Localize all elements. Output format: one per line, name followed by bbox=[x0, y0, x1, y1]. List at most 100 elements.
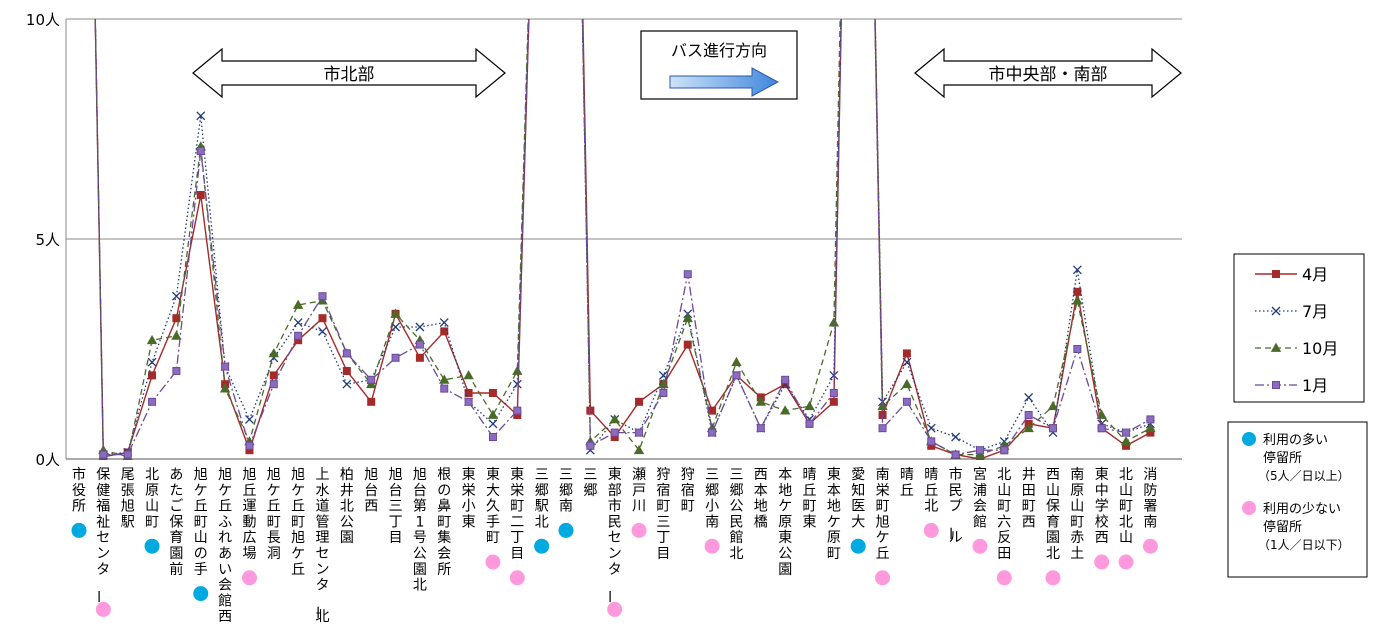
series-4-point bbox=[951, 450, 960, 459]
series-3-point bbox=[1145, 422, 1156, 433]
series-4-point bbox=[196, 147, 205, 155]
north-region-label: 市北部 bbox=[324, 65, 375, 85]
series-4-point bbox=[318, 292, 327, 301]
series-2-point bbox=[512, 379, 522, 389]
series-4-point bbox=[269, 380, 278, 389]
category-label: 愛知医大 bbox=[851, 467, 865, 530]
series-2-point bbox=[415, 322, 425, 332]
series-4-point bbox=[245, 441, 254, 450]
stop-usage-markers bbox=[71, 522, 1158, 617]
marker-legend-box bbox=[1227, 421, 1368, 578]
low-usage-stop-marker bbox=[1142, 538, 1158, 554]
category-label: 東大久手町 bbox=[486, 467, 500, 546]
marker-legend: 利用の多い 停留所 （5人／日以上） 利用の少ない 停留所 （1人／日以下） bbox=[1227, 421, 1368, 578]
series-4-point bbox=[148, 397, 157, 406]
series-4-point bbox=[391, 353, 400, 362]
category-label: 旭台第 1 号公園北 bbox=[413, 467, 427, 594]
series-3-point bbox=[755, 396, 766, 406]
series-3-point bbox=[1047, 400, 1059, 411]
series-2-point bbox=[293, 318, 303, 328]
series-3-point bbox=[390, 308, 401, 318]
series-4-point bbox=[513, 406, 522, 415]
series-1-point bbox=[902, 349, 911, 358]
series-legend-box bbox=[1233, 253, 1365, 403]
series-2-point bbox=[926, 423, 936, 433]
series-3-point bbox=[463, 370, 474, 380]
series-3-point bbox=[487, 409, 499, 419]
series-4-point bbox=[1146, 415, 1155, 424]
marker-legend-pink-line2: 停留所 bbox=[1263, 519, 1302, 535]
category-label: 旭ケ丘ふれあい会館西 bbox=[218, 467, 232, 625]
series-2-point bbox=[1072, 265, 1082, 275]
category-label: 東栄小東 bbox=[462, 467, 476, 530]
category-label: 旭丘運動広場 bbox=[243, 467, 257, 562]
south-region-double-arrow bbox=[914, 47, 1182, 99]
series-4-point bbox=[927, 437, 936, 446]
marker-legend-blue-line3: （5人／日以上） bbox=[1258, 469, 1350, 483]
high-usage-stop-marker bbox=[534, 538, 550, 554]
series-3-point bbox=[804, 400, 815, 411]
y-tick-label: 0人 bbox=[35, 451, 60, 469]
marker-legend-pink-icon bbox=[1242, 501, 1256, 515]
marker-legend-pink-line3: （1人／日以下） bbox=[1258, 538, 1350, 552]
category-label: 三郷 bbox=[583, 467, 597, 499]
series-2-point bbox=[342, 379, 352, 389]
legend-marker-3 bbox=[1270, 342, 1282, 352]
y-axis-tick-labels: 0人 5人 10人 bbox=[26, 11, 60, 469]
low-usage-stop-marker bbox=[631, 522, 647, 538]
series-4-point bbox=[367, 375, 376, 384]
series-3-point bbox=[171, 330, 182, 340]
series-3-point bbox=[682, 312, 693, 323]
category-label: 晴丘 bbox=[900, 467, 914, 499]
series-4-point bbox=[294, 331, 303, 340]
series-1-point bbox=[1073, 287, 1082, 296]
low-usage-stop-marker bbox=[1094, 554, 1110, 570]
low-usage-stop-marker bbox=[95, 601, 111, 617]
series-1-point bbox=[269, 371, 278, 380]
series-4-point bbox=[975, 446, 984, 455]
low-usage-stop-marker bbox=[875, 570, 891, 586]
series-line-3 bbox=[94, 19, 1151, 458]
high-usage-stop-marker bbox=[193, 586, 209, 602]
category-label: 旭台三丁目 bbox=[389, 467, 403, 546]
series-4-point bbox=[123, 450, 132, 459]
series-3-point bbox=[779, 405, 791, 415]
category-label: 市民プール bbox=[942, 466, 963, 546]
series-4-point bbox=[99, 450, 108, 459]
series-2-point bbox=[439, 318, 449, 328]
series-3-point bbox=[219, 383, 231, 393]
series-3-point bbox=[609, 414, 620, 424]
series-1-point bbox=[635, 397, 644, 406]
category-label: 南栄町旭ケ丘 bbox=[876, 467, 890, 562]
category-label: 三郷南 bbox=[559, 467, 573, 515]
category-label: 瀬戸川 bbox=[632, 467, 646, 515]
category-label: 消防署南 bbox=[1143, 467, 1157, 530]
north-region-annotation: 市北部 bbox=[192, 47, 506, 99]
series-3-point bbox=[512, 365, 523, 375]
series-1-point bbox=[148, 371, 157, 380]
series-4-point bbox=[756, 424, 765, 433]
series-4-point bbox=[732, 371, 741, 380]
legend-marker-2 bbox=[1271, 306, 1281, 316]
series-2-point bbox=[951, 432, 961, 442]
series-1-point bbox=[367, 397, 376, 406]
category-label: 東中学校西 bbox=[1095, 467, 1109, 546]
series-line-4 bbox=[94, 19, 1151, 456]
category-label: 本地ケ原東公園 bbox=[778, 467, 792, 578]
series-4-point bbox=[781, 375, 790, 384]
series-4-point bbox=[708, 428, 717, 437]
category-label: 宮浦会館 bbox=[973, 467, 987, 530]
category-label: 上水道管理センター北 bbox=[309, 467, 330, 625]
marker-legend-blue-line2: 停留所 bbox=[1263, 450, 1302, 466]
north-region-double-arrow bbox=[192, 47, 506, 99]
south-region-annotation: 市中央部・南部 bbox=[914, 47, 1182, 99]
category-label: 東栄町二丁目 bbox=[510, 467, 524, 562]
series-3-point bbox=[439, 374, 450, 384]
marker-legend-blue-line1: 利用の多い bbox=[1263, 432, 1328, 448]
series-3-point bbox=[268, 348, 279, 358]
low-usage-stop-marker bbox=[241, 570, 257, 586]
low-usage-stop-marker bbox=[607, 601, 623, 617]
series-4-point bbox=[1000, 446, 1009, 455]
series-2-point bbox=[318, 326, 327, 336]
